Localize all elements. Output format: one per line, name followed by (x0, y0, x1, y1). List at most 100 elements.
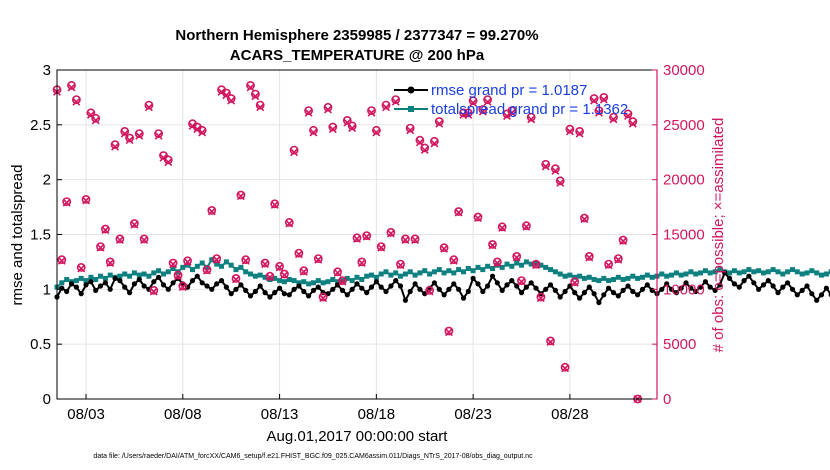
obs-possible-point (236, 190, 246, 200)
x-tick-label: 08/13 (261, 406, 299, 423)
obs-possible-point (376, 242, 386, 251)
obs-assimilated-point (570, 278, 579, 287)
obs-possible-point (468, 96, 478, 106)
spread-point (393, 270, 399, 276)
rmse-point (635, 292, 641, 298)
obs-assimilated-point (372, 128, 381, 137)
spread-point (354, 274, 360, 280)
obs-assimilated-point (227, 96, 236, 105)
rmse-point (117, 278, 123, 284)
x-tick-label: 08/23 (454, 406, 492, 423)
rmse-point (823, 285, 830, 291)
spread-point (412, 272, 418, 278)
spread-point (799, 271, 805, 277)
y2-tick-label: 30000 (663, 62, 705, 79)
spread-point (383, 269, 389, 275)
obs-assimilated-point (338, 277, 347, 286)
legend-rmse-marker (407, 86, 415, 94)
rmse-point (528, 280, 534, 286)
obs-possible-point (299, 266, 309, 276)
spread-point (214, 261, 220, 267)
rmse-point (586, 284, 592, 290)
rmse-point (272, 290, 278, 296)
rmse-point (523, 284, 530, 290)
rmse-point (567, 283, 573, 289)
rmse-point (160, 282, 167, 288)
spread-point (417, 270, 423, 276)
obs-assimilated-point (367, 108, 376, 117)
obs-assimilated-point (449, 256, 458, 265)
y2-tick-label: 0 (663, 391, 671, 408)
obs-possible-point (279, 269, 289, 279)
spread-point (257, 272, 263, 278)
obs-assimilated-point (440, 244, 449, 253)
rmse-point (218, 278, 225, 284)
rmse-point (59, 285, 65, 291)
obs-possible-point (526, 112, 536, 122)
obs-possible-point (444, 326, 454, 336)
rmse-point (441, 292, 447, 298)
obs-possible-point (173, 270, 183, 280)
obs-assimilated-point (430, 139, 439, 148)
obs-possible-point (517, 276, 526, 285)
spread-point (335, 279, 341, 285)
obs-assimilated-point (488, 241, 497, 250)
y-tick-label: 1 (43, 281, 51, 298)
spread-point (780, 271, 786, 277)
rmse-point (693, 288, 699, 295)
spread-point (465, 266, 471, 271)
obs-assimilated-point (125, 136, 134, 145)
obs-assimilated-point (604, 261, 613, 270)
spread-point (717, 267, 723, 273)
rmse-point (412, 281, 418, 287)
spread-point (306, 281, 312, 287)
rmse-point (122, 284, 128, 290)
spread-point (209, 257, 215, 263)
spread-point (809, 268, 815, 274)
rmse-point (238, 282, 244, 288)
rmse-point (407, 288, 413, 295)
spread-point (485, 263, 491, 269)
obs-assimilated-point (546, 338, 555, 346)
spread-point (577, 273, 583, 279)
y-tick-label: 0.5 (30, 336, 51, 353)
spread-point (751, 269, 757, 275)
spread-point (528, 261, 534, 267)
obs-assimilated-point (382, 103, 390, 112)
left-axis-ticks: 0 0.5 1 1.5 2 2.5 3 (30, 62, 62, 408)
spread-point (596, 278, 602, 284)
obs-assimilated-point (72, 97, 81, 106)
rmse-point (286, 292, 292, 298)
spread-point (669, 272, 674, 278)
rmse-point (243, 287, 249, 293)
rmse-point (818, 292, 825, 298)
obs-assimilated-point (246, 83, 255, 92)
spread-point (146, 273, 152, 279)
obs-possible-point (159, 151, 168, 160)
obs-possible-point (449, 255, 459, 265)
obs-assimilated-point (285, 219, 294, 228)
rmse-point (97, 283, 104, 289)
spread-point (814, 270, 820, 276)
spread-point (359, 277, 365, 282)
rmse-point (485, 283, 491, 289)
rmse-point (470, 275, 476, 281)
rmse-point (64, 288, 70, 295)
y2-axis-label: # of obs: o=possible; ×=assimilated (710, 118, 727, 353)
rmse-point (368, 284, 375, 290)
rmse-point (596, 299, 602, 306)
spread-point (373, 274, 379, 280)
spread-point (586, 274, 592, 280)
spread-point (611, 277, 616, 282)
rmse-point (349, 286, 355, 292)
spread-point (664, 273, 670, 279)
obs-assimilated-point (328, 125, 337, 134)
rmse-point (93, 287, 99, 293)
obs-assimilated-point (207, 207, 216, 216)
spread-point (765, 269, 771, 275)
obs-possible-point (309, 125, 318, 135)
spread-point (364, 273, 370, 279)
obs-assimilated-point (236, 192, 245, 201)
spread-point (562, 273, 568, 279)
obs-assimilated-point (178, 283, 187, 292)
